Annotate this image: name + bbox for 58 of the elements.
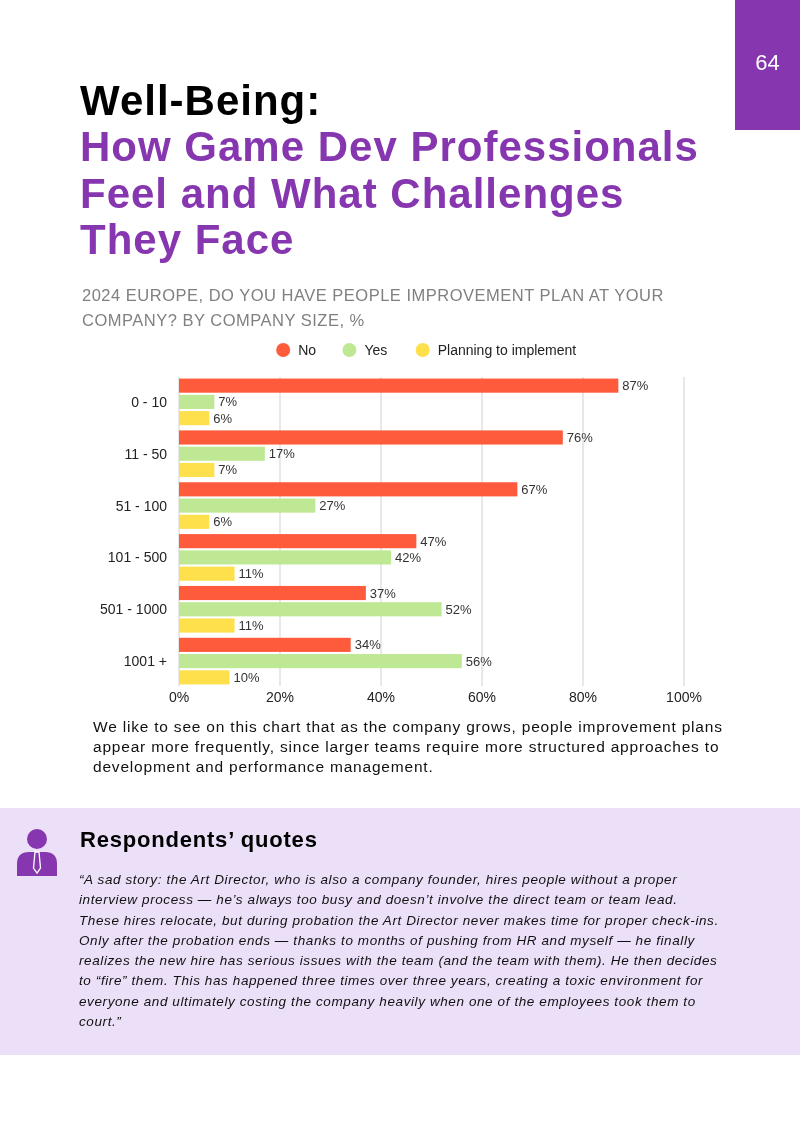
x-tick-label: 80%: [568, 689, 598, 705]
x-tick-label: 60%: [467, 689, 497, 705]
data-label: 6%: [213, 410, 233, 426]
y-tick-label: 0 - 10: [131, 393, 168, 410]
data-label: 17%: [268, 446, 296, 462]
bar: [179, 654, 462, 669]
data-label: 7%: [218, 394, 238, 410]
bar: [179, 446, 265, 461]
bar: [179, 430, 563, 445]
bar: [179, 670, 230, 685]
data-label: 87%: [622, 378, 649, 394]
data-label: 27%: [319, 498, 346, 514]
bar: [179, 637, 351, 652]
data-label: 47%: [420, 533, 447, 549]
bar: [179, 618, 235, 633]
bar: [179, 394, 215, 409]
y-tick-label: 11 - 50: [124, 445, 168, 462]
bar: [179, 585, 366, 601]
data-label: 37%: [369, 585, 397, 601]
y-tick-label: 51 - 100: [115, 497, 168, 514]
data-label: 11%: [238, 566, 265, 582]
x-tick-label: 0%: [168, 689, 190, 705]
legend-label: Yes: [364, 342, 388, 358]
text: 64: [754, 50, 781, 76]
y-tick-label: 501 - 1000: [100, 601, 168, 618]
text: We like to see on this chart that as the company grows, people improvement plans appear more frequently, since larger teams require more structured approaches to development and performance management.: [93, 717, 724, 777]
text: “A sad story: the Art Director, who is also a company founder, hires people without a proper interview process — he’s always too busy and doesn’t involve the direct team or team lead. These hires relocate, but during probation the Art Director never makes time for proper check-ins. Only after the probation ends — thanks to months of pushing from HR and myself — he finally realizes the new hire has serious issues with the team (and the team with them). He then decides to “fire” them. This has happened three times over three years, creating a toxic environment for everyone and ultimately costing the company heavily when one of the employees took them to court.”: [79, 871, 719, 1032]
data-label: 10%: [233, 669, 260, 685]
bar: [179, 482, 518, 497]
bar: [179, 514, 210, 529]
y-tick-label: 1001 +: [123, 653, 167, 670]
bar: [179, 462, 215, 478]
x-tick-label: 20%: [265, 689, 295, 705]
bar: [179, 378, 619, 393]
text: Respondents’ quotes: [80, 826, 318, 854]
data-label: 52%: [445, 601, 473, 617]
y-tick-label: 101 - 500: [107, 549, 168, 566]
legend-label: Planning to implement: [437, 342, 577, 358]
text: 2024 EUROPE, DO YOU HAVE PEOPLE IMPROVEMENT PLAN AT YOUR COMPANY? BY COMPANY SIZE, %: [82, 285, 665, 331]
x-tick-label: 100%: [666, 689, 702, 705]
data-label: 42%: [395, 549, 422, 565]
x-tick-label: 40%: [366, 689, 396, 705]
chart-subtitle: How Game Dev Professionals Feel and What Challenges They Face: [80, 123, 700, 264]
bar: [179, 550, 392, 565]
bar: [179, 411, 210, 426]
data-label: 11%: [238, 618, 265, 634]
data-label: 7%: [218, 462, 238, 478]
data-label: 76%: [566, 429, 594, 445]
data-label: 34%: [354, 637, 382, 653]
bar: [179, 602, 442, 617]
bar: [179, 534, 417, 549]
bar: [179, 566, 235, 581]
data-label: 56%: [465, 653, 493, 669]
bar: [179, 498, 316, 513]
data-label: 67%: [521, 481, 548, 497]
chart-title: Well-Being:: [80, 77, 323, 124]
data-label: 6%: [213, 514, 233, 530]
legend-label: No: [298, 342, 317, 358]
